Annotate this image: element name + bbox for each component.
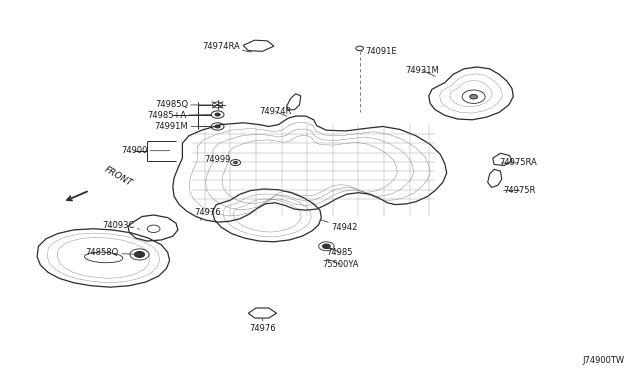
Text: 74991M: 74991M [155,122,211,131]
Text: 74093C: 74093C [102,221,140,230]
Text: 74974RA: 74974RA [202,42,252,52]
Circle shape [215,125,220,128]
Text: 74942: 74942 [320,219,358,232]
Circle shape [234,161,237,164]
Text: FRONT: FRONT [102,166,134,189]
Text: J74900TW: J74900TW [582,356,624,365]
Circle shape [323,244,330,248]
Text: 74858Q: 74858Q [86,248,140,257]
Text: 74975RA: 74975RA [500,158,537,167]
Text: 75500YA: 75500YA [322,259,359,269]
Circle shape [215,113,220,116]
Text: 74985Q: 74985Q [155,100,211,109]
Text: 74985+A: 74985+A [147,111,211,120]
Text: 74091E: 74091E [362,47,397,56]
Text: 74976: 74976 [195,208,221,220]
Text: 74974R: 74974R [259,107,291,116]
Text: 74900: 74900 [121,146,170,155]
Text: 74931M: 74931M [406,66,439,76]
Text: 74976: 74976 [249,319,276,333]
Text: 74985: 74985 [326,246,353,257]
Circle shape [134,251,145,257]
Text: 74999: 74999 [204,155,236,164]
Text: 74975R: 74975R [504,186,536,195]
Circle shape [470,94,477,99]
